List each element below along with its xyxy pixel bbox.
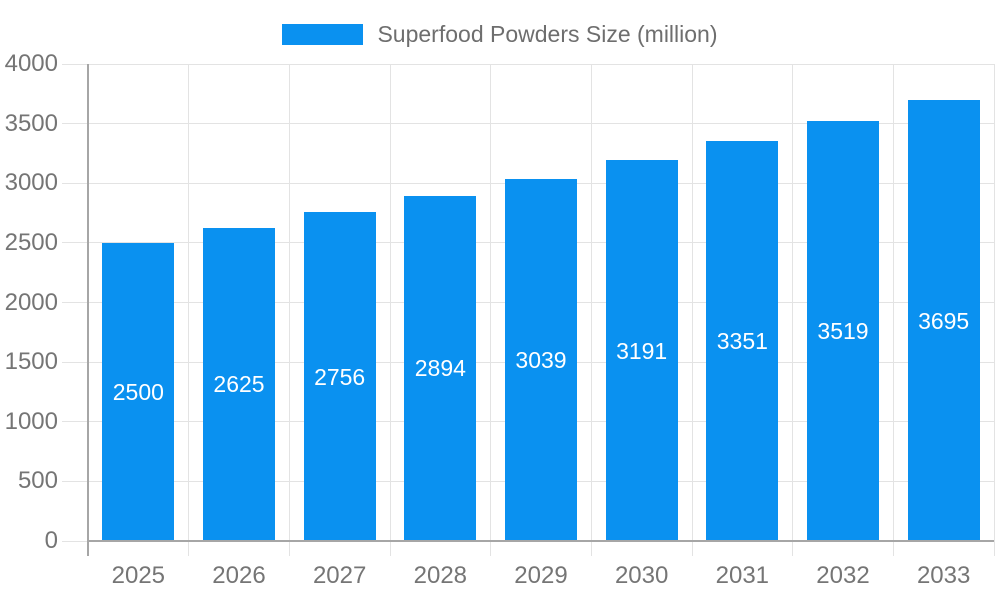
x-gridline xyxy=(993,64,995,556)
x-axis-line xyxy=(88,540,994,542)
y-gridline xyxy=(62,123,994,125)
x-gridline xyxy=(389,64,391,556)
y-tick-label: 3000 xyxy=(4,169,58,197)
x-gridline xyxy=(792,64,794,556)
bar-value-label: 3039 xyxy=(515,346,567,373)
x-gridline xyxy=(892,64,894,556)
x-tick-label: 2027 xyxy=(312,562,367,589)
y-tick-label: 2000 xyxy=(4,288,58,316)
x-gridline xyxy=(288,64,290,556)
x-tick-label: 2026 xyxy=(212,562,266,589)
legend-color-swatch xyxy=(282,24,364,45)
bar-value-label: 2756 xyxy=(314,363,366,390)
x-tick-label: 2031 xyxy=(715,562,770,589)
bar-2031[interactable] xyxy=(706,141,779,541)
legend-label: Superfood Powders Size (million) xyxy=(377,21,718,47)
bar-value-label: 3191 xyxy=(616,337,668,364)
bar-2028[interactable] xyxy=(404,195,477,541)
x-tick-label: 2025 xyxy=(111,562,166,589)
bar-2027[interactable] xyxy=(303,212,376,541)
chart-legend[interactable]: Superfood Powders Size (million) xyxy=(0,21,1000,48)
x-gridline xyxy=(490,64,492,556)
bar-value-label: 3519 xyxy=(817,318,869,345)
bar-2029[interactable] xyxy=(505,178,577,541)
y-gridline xyxy=(62,63,994,65)
y-tick-label: 1000 xyxy=(4,407,58,435)
bar-2030[interactable] xyxy=(605,160,678,541)
x-tick-label: 2028 xyxy=(413,562,468,589)
y-tick-label: 500 xyxy=(17,467,58,495)
x-tick-label: 2032 xyxy=(816,562,870,589)
bar-2026[interactable] xyxy=(203,227,275,541)
x-tick-label: 2033 xyxy=(916,562,971,589)
y-tick-label: 2500 xyxy=(4,228,58,256)
x-tick-label: 2030 xyxy=(614,562,669,589)
bar-value-label: 2894 xyxy=(414,355,466,382)
bar-value-label: 2500 xyxy=(112,378,164,405)
y-axis-line xyxy=(87,64,89,556)
x-tick-label: 2029 xyxy=(514,562,568,589)
y-tick-label: 0 xyxy=(44,527,58,554)
bar-2032[interactable] xyxy=(807,121,879,541)
x-gridline xyxy=(188,64,190,556)
x-gridline xyxy=(691,64,693,556)
x-gridline xyxy=(590,64,592,556)
y-tick-label: 1500 xyxy=(4,348,58,376)
bar-2033[interactable] xyxy=(907,100,980,541)
bar-value-label: 3695 xyxy=(918,307,970,334)
bar-2025[interactable] xyxy=(102,242,175,541)
y-tick-label: 4000 xyxy=(4,50,58,77)
bar-value-label: 3351 xyxy=(716,328,768,355)
bar-value-label: 2625 xyxy=(213,371,265,398)
y-tick-label: 3500 xyxy=(4,109,58,137)
